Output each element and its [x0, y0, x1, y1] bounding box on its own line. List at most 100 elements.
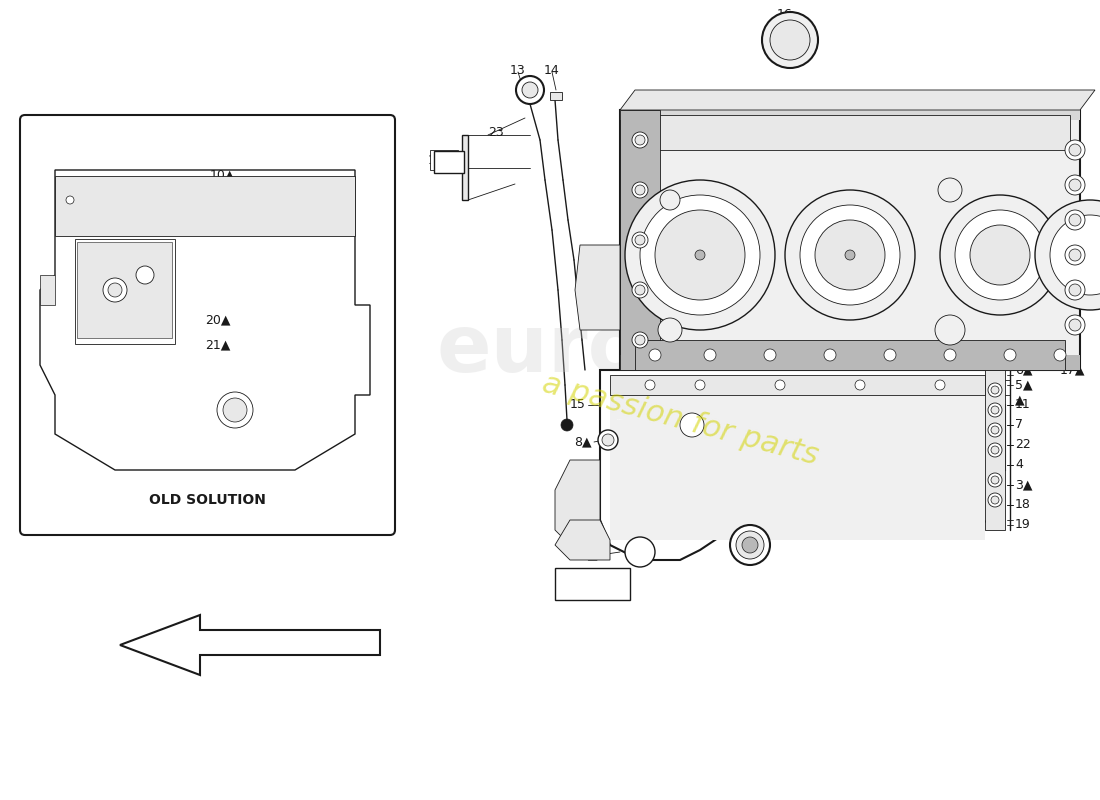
Polygon shape: [575, 245, 620, 330]
Polygon shape: [600, 370, 1005, 560]
Circle shape: [991, 406, 999, 414]
Text: 23: 23: [488, 126, 504, 138]
Circle shape: [602, 434, 614, 446]
Circle shape: [855, 380, 865, 390]
Text: 18: 18: [1015, 498, 1031, 511]
Circle shape: [988, 383, 1002, 397]
Bar: [55, 176, 355, 236]
Polygon shape: [40, 170, 370, 470]
Circle shape: [658, 318, 682, 342]
Circle shape: [785, 190, 915, 320]
Circle shape: [1065, 280, 1085, 300]
Text: 7: 7: [1015, 418, 1023, 431]
Circle shape: [1069, 179, 1081, 191]
Circle shape: [632, 232, 648, 248]
Polygon shape: [620, 90, 1094, 110]
Circle shape: [632, 332, 648, 348]
Text: 12: 12: [427, 154, 443, 166]
Circle shape: [1069, 144, 1081, 156]
Circle shape: [991, 476, 999, 484]
Circle shape: [635, 285, 645, 295]
Circle shape: [762, 12, 818, 68]
Text: 4: 4: [1015, 458, 1023, 471]
Circle shape: [988, 443, 1002, 457]
Text: 6▲: 6▲: [1015, 363, 1033, 377]
Circle shape: [680, 413, 704, 437]
Circle shape: [640, 195, 760, 315]
Circle shape: [1069, 319, 1081, 331]
Text: 3▲: 3▲: [1015, 478, 1033, 491]
Bar: [610, 395, 984, 540]
Text: 19: 19: [1015, 518, 1031, 531]
Circle shape: [991, 446, 999, 454]
Circle shape: [635, 135, 645, 145]
Circle shape: [1065, 140, 1085, 160]
Text: a passion for parts: a passion for parts: [539, 369, 822, 471]
Bar: [620, 110, 1080, 120]
Circle shape: [632, 282, 648, 298]
Circle shape: [991, 386, 999, 394]
Circle shape: [108, 283, 122, 297]
Circle shape: [695, 250, 705, 260]
Circle shape: [736, 531, 764, 559]
Circle shape: [635, 185, 645, 195]
Polygon shape: [984, 370, 1005, 530]
Circle shape: [938, 178, 962, 202]
Text: 8▲: 8▲: [574, 435, 592, 449]
Circle shape: [516, 76, 544, 104]
Circle shape: [776, 380, 785, 390]
Circle shape: [103, 278, 127, 302]
Bar: [462, 135, 468, 200]
Text: ▲= 1: ▲= 1: [574, 577, 609, 591]
Circle shape: [649, 349, 661, 361]
Circle shape: [988, 423, 1002, 437]
Circle shape: [955, 210, 1045, 300]
Circle shape: [940, 195, 1060, 315]
Circle shape: [935, 380, 945, 390]
Circle shape: [800, 205, 900, 305]
Circle shape: [764, 349, 776, 361]
Circle shape: [625, 537, 654, 567]
Circle shape: [1069, 214, 1081, 226]
Text: 11: 11: [1015, 398, 1031, 411]
Circle shape: [1054, 349, 1066, 361]
Circle shape: [217, 392, 253, 428]
Circle shape: [770, 20, 810, 60]
Text: 12: 12: [428, 154, 444, 166]
Circle shape: [223, 398, 248, 422]
Bar: [620, 110, 1080, 370]
Polygon shape: [40, 275, 55, 305]
Bar: [556, 568, 630, 600]
Circle shape: [561, 419, 573, 431]
Circle shape: [660, 190, 680, 210]
Circle shape: [824, 349, 836, 361]
Circle shape: [632, 132, 648, 148]
Bar: [434, 151, 464, 173]
Bar: [635, 340, 1065, 370]
Circle shape: [1065, 175, 1085, 195]
Text: 21▲: 21▲: [205, 338, 230, 351]
Text: 22: 22: [1015, 438, 1031, 451]
Text: 16: 16: [777, 9, 793, 22]
Text: 20▲: 20▲: [205, 314, 231, 326]
Text: OLD SOLUTION: OLD SOLUTION: [150, 493, 266, 507]
Circle shape: [598, 430, 618, 450]
Circle shape: [635, 235, 645, 245]
Circle shape: [988, 493, 1002, 507]
Text: 5▲: 5▲: [1015, 378, 1033, 391]
Bar: [620, 110, 660, 370]
Circle shape: [845, 250, 855, 260]
Text: ▲: ▲: [1015, 394, 1024, 406]
Text: #d4d400: #d4d400: [617, 419, 624, 421]
Polygon shape: [40, 170, 370, 470]
Circle shape: [645, 380, 654, 390]
Circle shape: [944, 349, 956, 361]
Bar: [620, 355, 1080, 370]
Circle shape: [66, 196, 74, 204]
Circle shape: [935, 315, 965, 345]
Bar: [610, 375, 984, 395]
Circle shape: [742, 537, 758, 553]
Bar: [430, 150, 458, 170]
Circle shape: [704, 349, 716, 361]
Circle shape: [1050, 215, 1100, 295]
